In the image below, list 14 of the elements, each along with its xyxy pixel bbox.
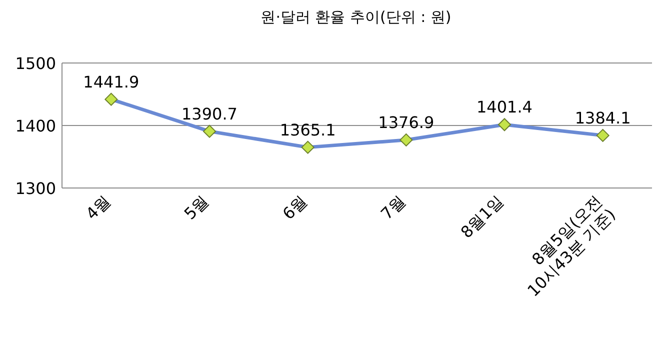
x-tick-label: 6월 <box>278 191 311 224</box>
data-label: 1376.9 <box>378 112 434 132</box>
data-label: 1390.7 <box>182 104 238 124</box>
data-label: 1384.1 <box>574 108 631 128</box>
y-tick-label: 1400 <box>15 116 56 136</box>
y-tick-label: 1300 <box>15 179 56 198</box>
x-tick-label: 5월 <box>180 191 212 224</box>
x-tick-label: 7월 <box>377 191 409 224</box>
data-label: 1441.9 <box>83 72 140 92</box>
data-label: 1401.4 <box>476 98 532 117</box>
y-tick-label: 1500 <box>15 54 56 73</box>
chart-title: 원·달러 환율 추이(단위 : 원) <box>260 8 452 26</box>
data-label: 1365.1 <box>280 120 336 140</box>
x-tick-label: 4월 <box>82 191 114 224</box>
